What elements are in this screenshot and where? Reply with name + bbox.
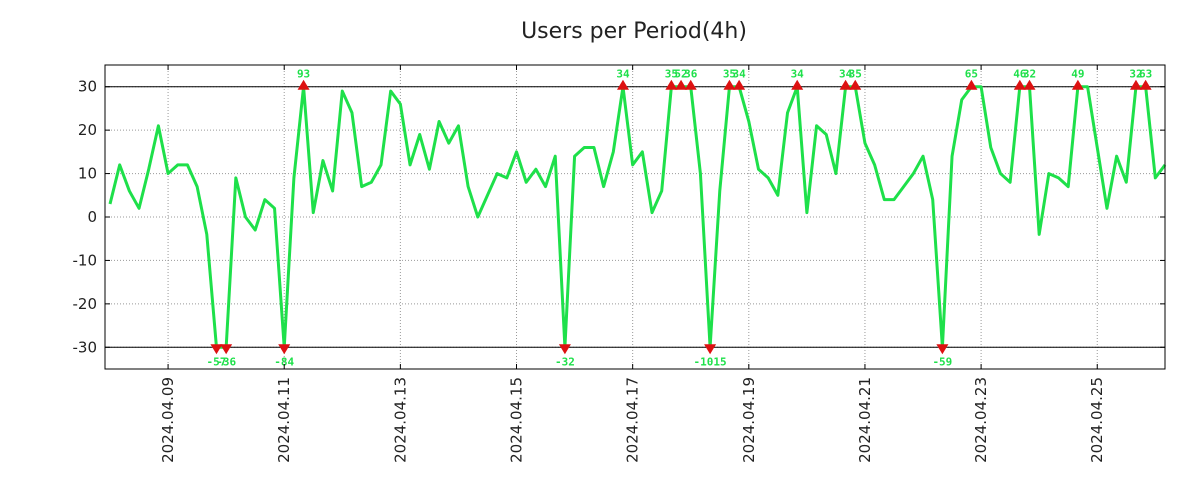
y-tick-label: 30 — [78, 78, 97, 96]
annotation-label: 49 — [1071, 68, 1084, 81]
annotation-label: 34 — [616, 68, 630, 81]
annotation-label: 32 — [1129, 68, 1142, 81]
chart-title: Users per Period(4h) — [521, 19, 747, 44]
annotation-label: 36 — [684, 68, 698, 81]
series-layer — [108, 85, 1167, 349]
axis-layer: -30 -20 -10 0 10 20 30 2024.04.09 2024.04.11 2024… — [73, 65, 1165, 463]
annotation-label: 35 — [665, 68, 678, 81]
markers-layer — [210, 79, 1152, 355]
clip-marker-up — [1139, 79, 1152, 90]
x-tick-label: 2024.04.25 — [1088, 377, 1106, 463]
y-tick-label: 20 — [78, 121, 97, 139]
series-line-users — [108, 85, 1167, 349]
clip-marker-up — [1129, 79, 1142, 90]
clip-marker-up — [1071, 79, 1084, 90]
clip-marker-up — [297, 79, 310, 90]
x-tick-label: 2024.04.13 — [391, 377, 409, 463]
clip-marker-up — [723, 79, 736, 90]
grid-layer — [105, 65, 1165, 369]
clip-marker-up — [675, 79, 688, 90]
y-tick-label: 0 — [87, 208, 97, 226]
x-tick-label: 2024.04.09 — [159, 377, 177, 463]
clip-marker-down — [704, 344, 717, 355]
annotation-label: 34 — [839, 68, 853, 81]
clip-marker-up — [1013, 79, 1026, 90]
annotation-label: -84 — [274, 355, 294, 368]
clip-marker-up — [965, 79, 978, 90]
x-tick-label: 2024.04.21 — [856, 377, 874, 463]
annotation-label: 32 — [1023, 68, 1036, 81]
annotation-label: 63 — [1139, 68, 1152, 81]
y-tick-label: -20 — [73, 295, 98, 313]
clip-marker-down — [558, 344, 571, 355]
annotation-label: 52 — [674, 68, 687, 81]
clip-marker-down — [220, 344, 233, 355]
y-tick-label: -10 — [73, 251, 98, 269]
x-tick-label: 2024.04.11 — [275, 377, 293, 463]
annotation-label: 65 — [965, 68, 978, 81]
x-tick-label: 2024.04.23 — [972, 377, 990, 463]
x-tick-label: 2024.04.17 — [624, 377, 642, 463]
annotation-label: 46 — [1013, 68, 1027, 81]
clip-marker-down — [210, 344, 223, 355]
annotation-label: 34 — [733, 68, 747, 81]
annotation-label: -1015 — [694, 355, 727, 368]
clip-marker-up — [791, 79, 804, 90]
annotation-label: 34 — [791, 68, 805, 81]
annotation-label: 35 — [849, 68, 862, 81]
annotation-label: -36 — [216, 355, 236, 368]
clip-marker-up — [1023, 79, 1036, 90]
annotation-label: -59 — [932, 355, 952, 368]
annotation-label: -57 — [207, 355, 227, 368]
clip-marker-up — [849, 79, 862, 90]
clip-marker-down — [278, 344, 291, 355]
x-tick-label: 2024.04.19 — [740, 377, 758, 463]
clip-marker-up — [616, 79, 629, 90]
clip-marker-down — [936, 344, 949, 355]
annotation-label: -32 — [555, 355, 575, 368]
y-tick-label: 10 — [78, 165, 97, 183]
plot-frame — [104, 64, 1166, 370]
clip-marker-up — [733, 79, 746, 90]
x-tick-label: 2024.04.15 — [508, 377, 526, 463]
clip-marker-up — [665, 79, 678, 90]
clip-marker-up — [684, 79, 697, 90]
y-tick-label: -30 — [73, 338, 98, 356]
annotation-label: 35 — [723, 68, 736, 81]
annotation-label: 93 — [297, 68, 310, 81]
clip-marker-up — [839, 79, 852, 90]
